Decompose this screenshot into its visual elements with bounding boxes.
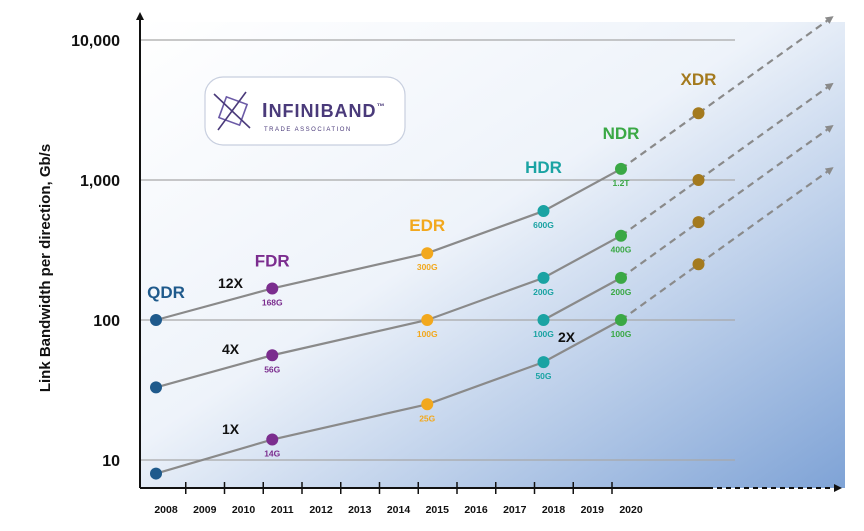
series-extension-4X bbox=[620, 82, 834, 237]
data-point-4X-2018 bbox=[537, 271, 550, 284]
x-tick-label: 2016 bbox=[464, 504, 488, 516]
svg-text:INFINIBAND™: INFINIBAND™ bbox=[262, 100, 386, 122]
generation-label-NDR: NDR bbox=[603, 124, 640, 143]
watermark-text: 格隆汇 bbox=[811, 509, 850, 525]
data-point-12X-2020 bbox=[615, 162, 627, 175]
width-label-4X: 4X bbox=[222, 341, 240, 357]
data-label: 100G bbox=[611, 329, 632, 339]
data-point-12X-2022 bbox=[692, 107, 705, 120]
generation-label-XDR: XDR bbox=[681, 70, 717, 89]
data-point-1X-2020 bbox=[615, 314, 627, 326]
data-point-12X-2015 bbox=[421, 247, 434, 260]
x-tick-label: 2011 bbox=[271, 504, 294, 516]
x-tick-label: 2020 bbox=[619, 504, 643, 516]
infiniband-logo: INFINIBAND™ TRADE ASSOCIATION bbox=[204, 76, 406, 146]
grid-lines bbox=[140, 39, 735, 461]
data-label: 25G bbox=[419, 413, 435, 423]
x-tick-labels: 2008 2009 2010 2011 2012 2013 2014 2015 2016 2017… bbox=[154, 482, 643, 516]
y-tick-label: 10 bbox=[102, 453, 120, 470]
logo-name-band: BAND bbox=[321, 101, 377, 121]
data-point-2X-2020 bbox=[615, 271, 627, 284]
y-axis-label: Link Bandwidth per direction, Gb/s bbox=[37, 144, 54, 392]
data-label: 56G bbox=[264, 364, 280, 374]
logo-name-rest: NFINI bbox=[269, 101, 321, 121]
generation-label-HDR: HDR bbox=[525, 158, 562, 177]
width-label-12X: 12X bbox=[218, 275, 244, 291]
data-point-1X-2008 bbox=[150, 467, 162, 480]
y-tick-label: 10,000 bbox=[71, 33, 120, 50]
logo-tm: ™ bbox=[377, 102, 386, 111]
series-extension-2X bbox=[620, 125, 834, 279]
x-tick-label: 2009 bbox=[193, 504, 217, 516]
data-label: 300G bbox=[417, 262, 438, 272]
data-label: 400G bbox=[611, 245, 632, 255]
series-line-2X bbox=[542, 276, 622, 321]
watermark: 格隆汇 bbox=[791, 507, 850, 525]
data-point-4X-2008 bbox=[150, 381, 162, 394]
data-label: 600G bbox=[533, 220, 554, 230]
data-point-1X-2015 bbox=[421, 398, 434, 411]
x-tick-label: 2012 bbox=[309, 504, 333, 516]
x-tick-label: 2015 bbox=[426, 504, 450, 516]
data-point-12X-2008 bbox=[150, 314, 162, 326]
data-label: 1.2T bbox=[612, 178, 630, 188]
y-tick-label: 1,000 bbox=[80, 173, 120, 190]
data-label: 100G bbox=[417, 329, 438, 339]
data-label: 100G bbox=[533, 329, 554, 339]
logo-subtitle: TRADE ASSOCIATION bbox=[264, 127, 352, 133]
x-tick-label: 2013 bbox=[348, 504, 372, 516]
width-label-1X: 1X bbox=[222, 421, 240, 437]
generation-label-QDR: QDR bbox=[147, 283, 185, 302]
y-tick-label: 100 bbox=[93, 313, 120, 330]
data-label: 200G bbox=[533, 287, 554, 297]
data-point-12X-2018 bbox=[537, 205, 550, 218]
data-point-4X-2022 bbox=[692, 174, 705, 186]
generation-label-FDR: FDR bbox=[255, 251, 290, 270]
generation-labels: QDR FDR EDR HDR NDR XDR bbox=[147, 70, 716, 302]
data-label: 200G bbox=[611, 287, 632, 297]
generation-label-EDR: EDR bbox=[409, 216, 445, 235]
series-group: 168G 300G 600G 1.2T 12X 56G 100G 200G 400G 4X 100G… bbox=[150, 16, 834, 480]
x-tick-label: 2010 bbox=[232, 504, 256, 516]
data-point-4X-2015 bbox=[421, 314, 434, 326]
data-point-1X-2011 bbox=[266, 433, 279, 446]
data-point-1X-2018 bbox=[537, 356, 550, 369]
x-tick-label: 2014 bbox=[387, 504, 411, 516]
data-label: 168G bbox=[262, 297, 283, 307]
x-tick-label: 2017 bbox=[503, 504, 527, 516]
data-point-2X-2022 bbox=[692, 216, 705, 229]
logo-mark-icon bbox=[213, 91, 251, 131]
data-point-2X-2018 bbox=[537, 314, 550, 326]
data-point-4X-2020 bbox=[615, 229, 627, 242]
data-label: 50G bbox=[535, 371, 551, 381]
data-label: 14G bbox=[264, 449, 280, 459]
series-extension-12X bbox=[620, 16, 834, 170]
logo-name-prefix: I bbox=[262, 100, 269, 122]
data-point-4X-2011 bbox=[266, 349, 279, 362]
x-tick-label: 2018 bbox=[542, 504, 566, 516]
series-extension-1X bbox=[620, 167, 834, 321]
data-point-1X-2022 bbox=[692, 258, 705, 271]
x-tick-label: 2019 bbox=[581, 504, 605, 516]
data-point-12X-2011 bbox=[266, 282, 279, 295]
watermark-g-icon bbox=[791, 507, 808, 524]
width-label-2X: 2X bbox=[558, 329, 576, 345]
x-tick-label: 2008 bbox=[154, 504, 178, 516]
y-tick-labels: 10 100 1,000 10,000 bbox=[71, 33, 120, 470]
